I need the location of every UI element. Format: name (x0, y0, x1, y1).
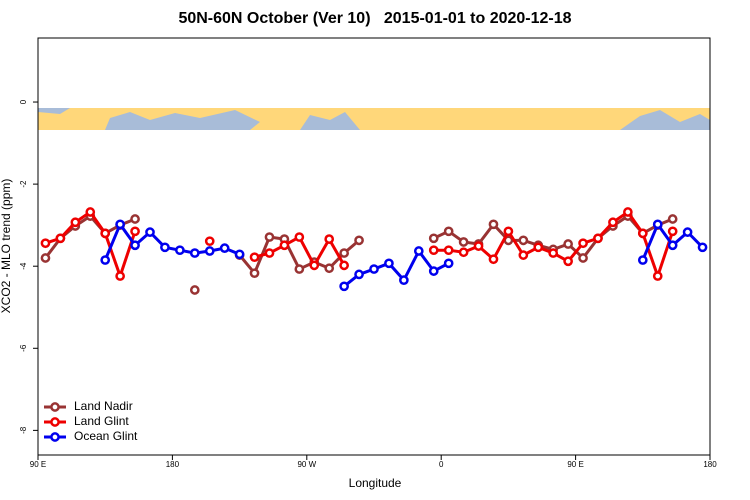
x-tick-label: 0 (439, 460, 444, 469)
point (563, 256, 573, 267)
point (55, 233, 66, 244)
point (294, 232, 305, 242)
point (85, 207, 96, 217)
point (518, 250, 529, 260)
point (100, 228, 111, 239)
point (548, 248, 559, 258)
point (518, 235, 529, 246)
point (40, 253, 51, 263)
point (234, 249, 245, 260)
point (115, 219, 125, 230)
point (637, 228, 648, 239)
chart-title: 50N-60N October (Ver 10) 2015-01-01 to 2… (178, 10, 571, 27)
point (443, 226, 454, 237)
point (324, 234, 335, 244)
legend-label: Ocean Glint (74, 429, 138, 443)
legend-marker (50, 432, 60, 442)
x-axis-title: Longitude (349, 476, 402, 490)
point (473, 241, 484, 251)
point (667, 214, 678, 224)
point (563, 239, 573, 249)
legend-marker (50, 402, 60, 412)
point (264, 248, 275, 258)
point (264, 232, 275, 242)
point (458, 247, 469, 258)
point (428, 245, 439, 256)
point (652, 271, 663, 281)
point (339, 260, 349, 271)
point (160, 242, 170, 253)
point (578, 238, 588, 249)
point (428, 233, 439, 244)
point (175, 245, 185, 256)
y-axis-title: XCO2 - MLO trend (ppm) (0, 179, 13, 314)
point (369, 264, 379, 274)
point (667, 240, 678, 251)
point (219, 243, 230, 253)
point (354, 235, 364, 246)
legend-marker (50, 417, 60, 427)
point (189, 248, 200, 258)
point (339, 248, 349, 258)
point (623, 207, 633, 217)
point (428, 266, 439, 276)
x-tick-label: 90 W (297, 460, 316, 469)
y-tick-label: -2 (19, 180, 28, 188)
point (249, 268, 260, 279)
y-tick-label: -6 (19, 344, 28, 352)
legend-label: Land Nadir (74, 399, 133, 413)
point (399, 275, 409, 286)
y-tick-label: -4 (19, 262, 28, 270)
point (578, 253, 588, 263)
point (204, 236, 215, 247)
point (488, 219, 499, 230)
point (593, 233, 603, 244)
point (652, 219, 663, 230)
point (294, 264, 305, 274)
point (130, 214, 140, 224)
point (443, 245, 454, 256)
point (533, 242, 544, 253)
point (130, 240, 140, 251)
plot-frame (37, 37, 711, 456)
y-tick-label: -8 (19, 426, 28, 434)
point (40, 238, 51, 249)
y-tick-label: 0 (19, 99, 28, 104)
x-tick-label: 180 (166, 460, 180, 469)
x-tick-label: 180 (703, 460, 717, 469)
point (682, 227, 693, 237)
point (413, 246, 424, 256)
point (503, 226, 514, 237)
x-tick-label: 90 E (567, 460, 583, 469)
legend-label: Land Glint (74, 414, 129, 428)
point (279, 240, 290, 251)
point (189, 285, 200, 295)
point (608, 217, 618, 228)
point (667, 226, 678, 237)
point (130, 226, 140, 237)
point (458, 237, 469, 247)
point (100, 255, 111, 265)
point (204, 246, 215, 256)
point (115, 271, 125, 281)
point (70, 217, 81, 228)
point (354, 269, 364, 280)
point (249, 252, 260, 263)
point (443, 258, 454, 269)
point (309, 260, 320, 271)
point (637, 255, 648, 265)
point (324, 263, 335, 274)
x-tick-label: 90 E (30, 460, 46, 469)
point (384, 258, 394, 269)
point (145, 227, 155, 237)
point (488, 254, 499, 265)
map-strip (38, 108, 710, 130)
point (697, 242, 708, 253)
point (339, 281, 349, 292)
